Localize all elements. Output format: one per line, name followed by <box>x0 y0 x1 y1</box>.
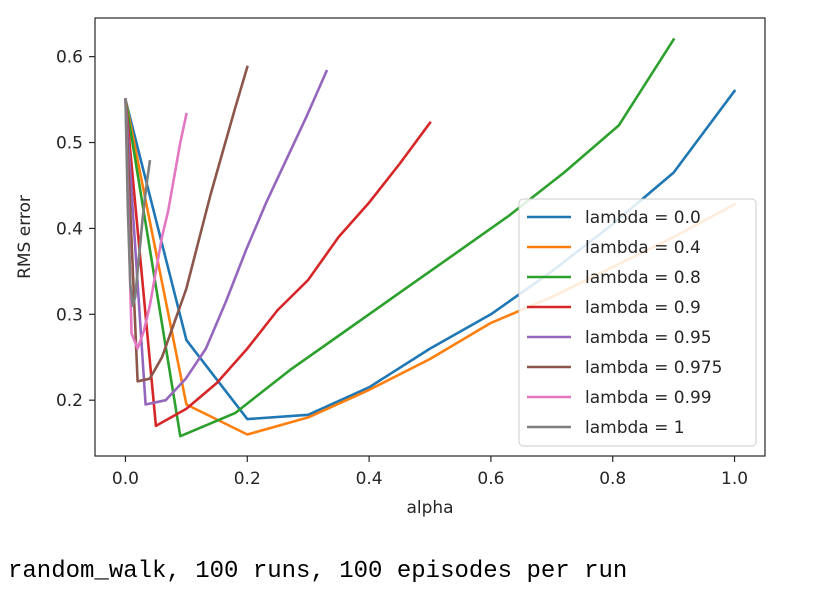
y-ticks: 0.2 0.3 0.4 0.5 0.6 <box>56 48 95 411</box>
legend-label-3: lambda = 0.9 <box>585 298 701 318</box>
legend-label-2: lambda = 0.8 <box>585 268 701 288</box>
y-tick-label: 0.6 <box>56 48 83 68</box>
legend-label-6: lambda = 0.99 <box>585 388 712 408</box>
legend: lambda = 0.0 lambda = 0.4 lambda = 0.8 lamb… <box>518 198 757 447</box>
legend-label-1: lambda = 0.4 <box>585 238 701 258</box>
x-tick-label: 0.6 <box>477 469 504 489</box>
y-tick-label: 0.2 <box>56 391 83 411</box>
x-ticks: 0.0 0.2 0.4 0.6 0.8 1.0 <box>112 456 748 489</box>
x-tick-label: 1.0 <box>721 469 748 489</box>
y-tick-label: 0.4 <box>56 219 83 239</box>
series-line-4 <box>124 69 329 406</box>
y-tick-label: 0.5 <box>56 134 83 154</box>
x-tick-label: 0.0 <box>112 469 139 489</box>
chart: 0.0 0.2 0.4 0.6 0.8 1.0 0.2 0.3 0.4 0.5 0.6 alpha… <box>15 17 766 518</box>
legend-label-5: lambda = 0.975 <box>585 358 722 378</box>
y-tick-label: 0.3 <box>56 305 83 325</box>
legend-box <box>518 198 757 447</box>
legend-label-4: lambda = 0.95 <box>585 328 712 348</box>
series-line-3 <box>124 98 432 428</box>
series-line-5 <box>124 65 249 383</box>
x-tick-label: 0.4 <box>356 469 383 489</box>
legend-label-0: lambda = 0.0 <box>585 208 701 228</box>
caption: random_walk, 100 runs, 100 episodes per … <box>8 558 628 585</box>
series-line-2 <box>124 37 676 438</box>
x-tick-label: 0.8 <box>599 469 626 489</box>
series-line-7 <box>124 98 152 308</box>
axes-frame <box>94 17 766 457</box>
legend-label-7: lambda = 1 <box>585 418 685 438</box>
y-axis-label: RMS error <box>15 195 35 279</box>
x-tick-label: 0.2 <box>234 469 261 489</box>
series-line-6 <box>124 98 188 350</box>
x-axis-label: alpha <box>406 498 453 518</box>
